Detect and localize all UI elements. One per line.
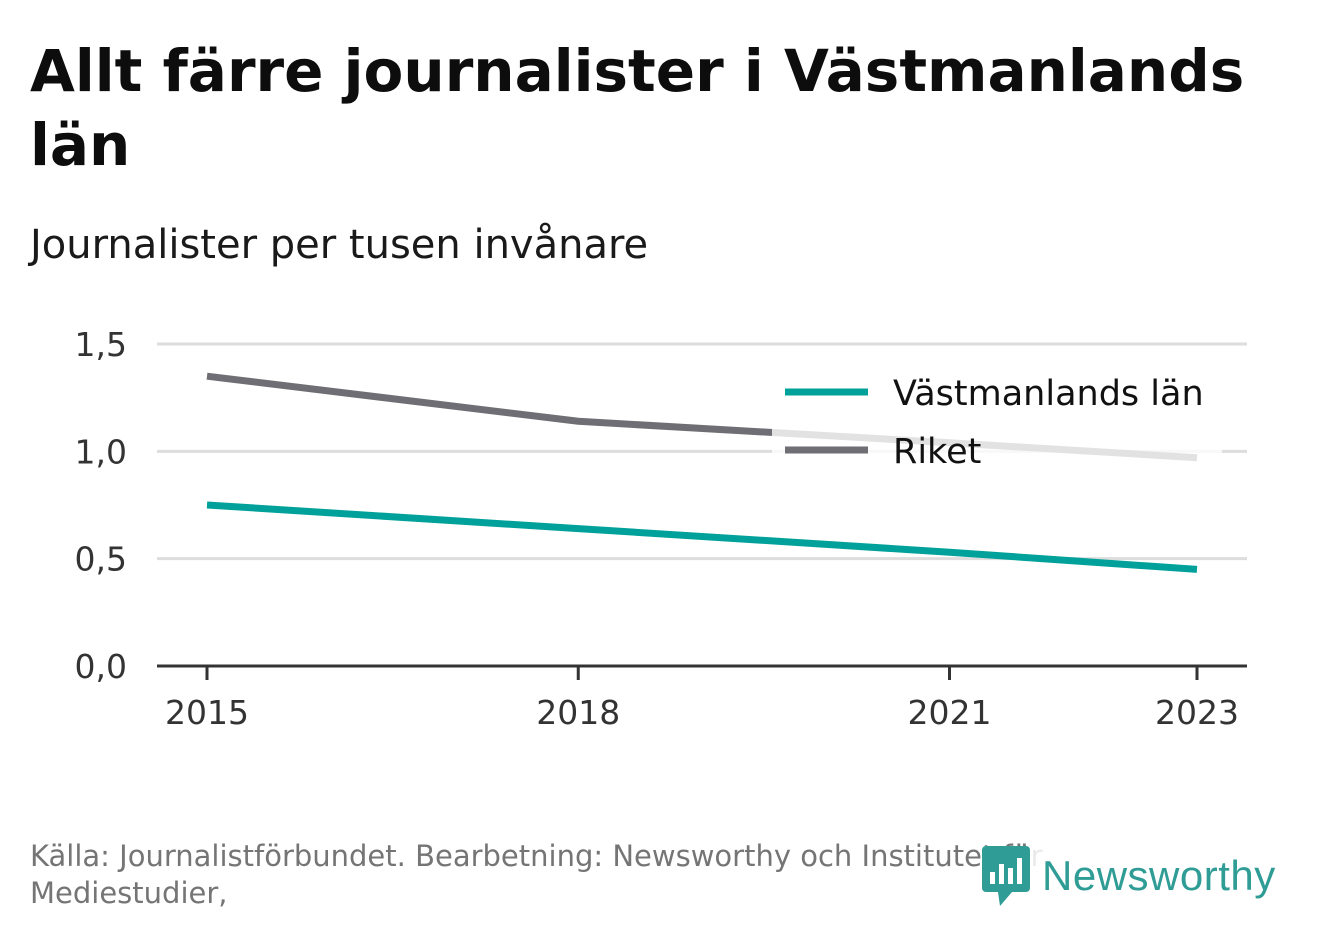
- newsworthy-logo-icon: [982, 846, 1030, 906]
- series-line: [206, 501, 1198, 573]
- legend: Västmanlands län Riket: [772, 365, 1222, 487]
- axes: 0,0 0,5 1,0 1,5 2015 2018 2021 2023: [75, 325, 1247, 732]
- y-tick-label: 0,0: [75, 647, 127, 686]
- chart-title: Allt färre journalister i Västmanlands l…: [30, 37, 1245, 179]
- source-note: Källa: Journalistförbundet. Bearbetning:…: [30, 839, 1043, 910]
- legend-background: [772, 365, 1222, 487]
- legend-label: Västmanlands län: [893, 374, 1204, 414]
- legend-label: Riket: [893, 432, 981, 472]
- x-tick-label: 2015: [165, 693, 249, 732]
- y-tick-label: 1,5: [75, 325, 127, 364]
- y-tick-label: 0,5: [75, 540, 127, 579]
- chart-subtitle: Journalister per tusen invånare: [30, 222, 649, 268]
- x-tick-label: 2018: [536, 693, 620, 732]
- y-tick-label: 1,0: [75, 432, 127, 471]
- x-tick-label: 2021: [908, 693, 992, 732]
- newsworthy-logo-text: Newsworthy: [1042, 852, 1276, 899]
- x-tick-label: 2023: [1155, 693, 1239, 732]
- newsworthy-logo: Newsworthy: [982, 846, 1276, 906]
